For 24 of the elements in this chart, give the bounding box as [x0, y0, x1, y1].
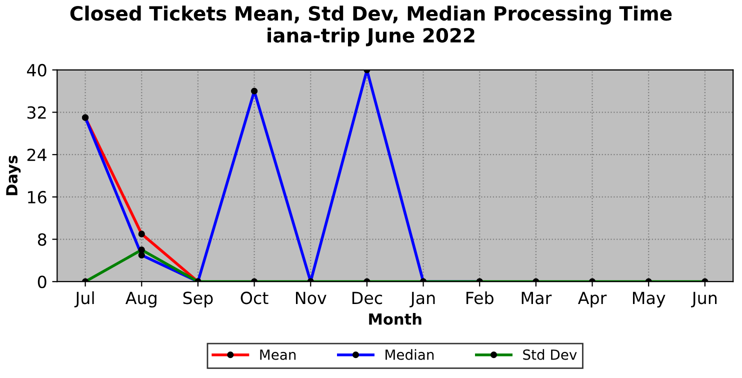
- y-tick-label: 0: [38, 276, 46, 288]
- legend-label: Median: [386, 349, 434, 360]
- x-tick-label: Oct: [240, 292, 268, 304]
- chart-title: Closed Tickets Mean, Std Dev, Median Processing Time iana-trip June 2022: [70, 6, 672, 46]
- x-tick-label: Nov: [296, 292, 326, 304]
- legend-label: Std Dev: [523, 349, 577, 360]
- y-tick-label: 32: [27, 106, 46, 119]
- x-tick-label: Sep: [183, 292, 213, 308]
- x-tick-label: Mar: [522, 292, 552, 304]
- y-tick-label: 40: [27, 64, 46, 76]
- x-axis-title: Month: [369, 313, 422, 325]
- x-tick-label: Dec: [352, 292, 382, 304]
- x-tick-label: Apr: [578, 292, 607, 308]
- legend-label: Mean: [260, 350, 296, 360]
- x-tick-label: Jul: [74, 291, 94, 308]
- x-tick-label: Jun: [691, 292, 717, 308]
- y-axis-title: Days: [6, 156, 21, 196]
- y-tick-label: 16: [28, 190, 46, 204]
- x-tick-label: May: [633, 292, 666, 308]
- x-tick-label: Aug: [125, 292, 156, 308]
- x-tick-label: Feb: [466, 291, 494, 304]
- y-tick-label: 24: [27, 148, 46, 161]
- y-tick-label: 8: [38, 233, 46, 246]
- x-tick-label: Jan: [410, 292, 435, 308]
